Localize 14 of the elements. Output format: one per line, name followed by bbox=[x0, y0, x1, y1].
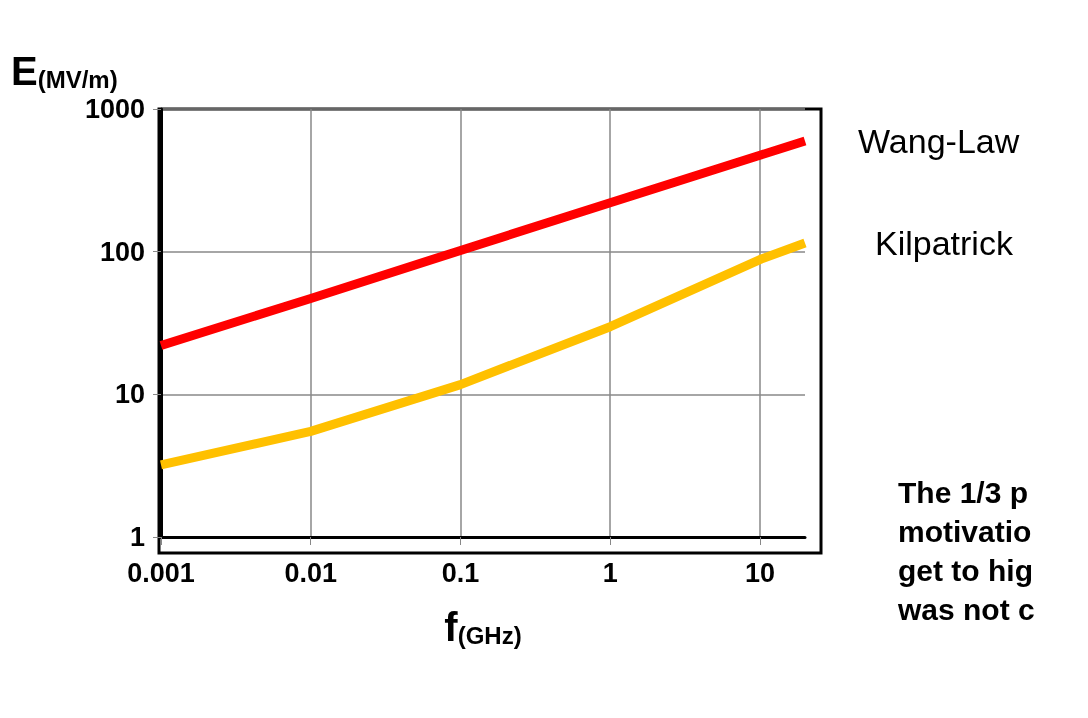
y-tick-label: 1000 bbox=[84, 94, 145, 124]
y-axis-title: E(MV/m) bbox=[11, 49, 118, 93]
x-tick-label: 0.001 bbox=[127, 557, 195, 588]
x-tick-label: 1 bbox=[602, 557, 618, 588]
text: Kilpatrick bbox=[875, 224, 1014, 263]
x-axis-title: f(GHz) bbox=[444, 605, 522, 649]
x-tick-label: 10 bbox=[744, 557, 775, 588]
series-label: Wang-Law bbox=[858, 121, 1020, 160]
text: The 1/3 p motivatio get to hig was not c bbox=[897, 476, 1035, 626]
y-tick-label: 100 bbox=[99, 236, 145, 267]
y-tick-label: 1 bbox=[129, 522, 145, 552]
x-tick-label: 0.01 bbox=[284, 557, 338, 588]
y-tick-label: 10 bbox=[114, 379, 145, 410]
x-tick-label: 0.1 bbox=[441, 557, 480, 588]
